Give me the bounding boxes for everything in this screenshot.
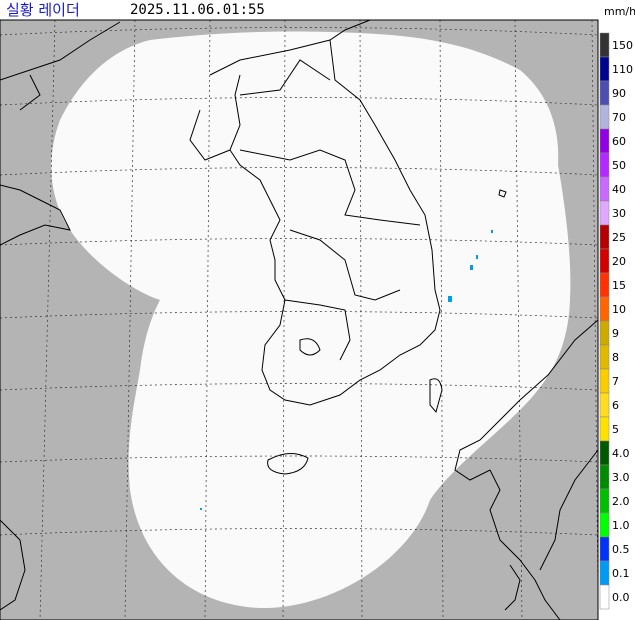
legend-swatch <box>599 128 610 154</box>
legend-label: 40 <box>612 183 626 196</box>
grid <box>0 19 599 620</box>
legend-swatch <box>599 248 610 274</box>
legend-label: 0.1 <box>612 567 630 580</box>
legend-swatch <box>599 368 610 394</box>
legend-swatch <box>599 200 610 226</box>
legend-label: 3.0 <box>612 471 630 484</box>
legend-label: 9 <box>612 327 619 340</box>
legend-swatch <box>599 296 610 322</box>
legend-label: 1.0 <box>612 519 630 532</box>
legend-label: 10 <box>612 303 626 316</box>
legend-label: 90 <box>612 87 626 100</box>
legend-label: 5 <box>612 423 619 436</box>
legend-swatch <box>599 320 610 346</box>
legend-swatch <box>599 536 610 562</box>
legend-swatch <box>599 176 610 202</box>
legend-label: 0.0 <box>612 591 630 604</box>
legend-unit: mm/h <box>604 5 635 18</box>
legend-swatch <box>599 56 610 82</box>
legend: 150 110 90 70 60 50 40 30 25 20 15 10 9 8 7 6 5 4.0 3.0 2.0… <box>599 32 633 610</box>
legend-label: 150 <box>612 39 633 52</box>
map <box>0 19 599 620</box>
legend-swatch <box>599 560 610 586</box>
legend-swatch <box>599 80 610 106</box>
legend-swatch <box>599 512 610 538</box>
legend-swatch <box>599 488 610 514</box>
legend-swatch <box>599 392 610 418</box>
legend-label: 7 <box>612 375 619 388</box>
timestamp: 2025.11.06.01:55 <box>130 2 265 18</box>
legend-swatch <box>599 272 610 298</box>
legend-swatch <box>599 464 610 490</box>
coastlines <box>0 19 599 620</box>
legend-label: 2.0 <box>612 495 630 508</box>
legend-label: 0.5 <box>612 543 630 556</box>
legend-swatch <box>599 104 610 130</box>
legend-label: 30 <box>612 207 626 220</box>
legend-label: 8 <box>612 351 619 364</box>
legend-label: 20 <box>612 255 626 268</box>
legend-swatch <box>599 32 610 58</box>
legend-label: 50 <box>612 159 626 172</box>
legend-swatch <box>599 440 610 466</box>
legend-swatch <box>599 584 610 610</box>
legend-label: 6 <box>612 399 619 412</box>
legend-label: 70 <box>612 111 626 124</box>
legend-swatch <box>599 416 610 442</box>
echo-points <box>200 230 493 510</box>
legend-label: 110 <box>612 63 633 76</box>
legend-swatch <box>599 344 610 370</box>
title: 실황 레이더 <box>6 1 80 19</box>
legend-label: 4.0 <box>612 447 630 460</box>
legend-swatch <box>599 152 610 178</box>
legend-swatch <box>599 224 610 250</box>
legend-label: 15 <box>612 279 626 292</box>
legend-label: 25 <box>612 231 626 244</box>
legend-label: 60 <box>612 135 626 148</box>
